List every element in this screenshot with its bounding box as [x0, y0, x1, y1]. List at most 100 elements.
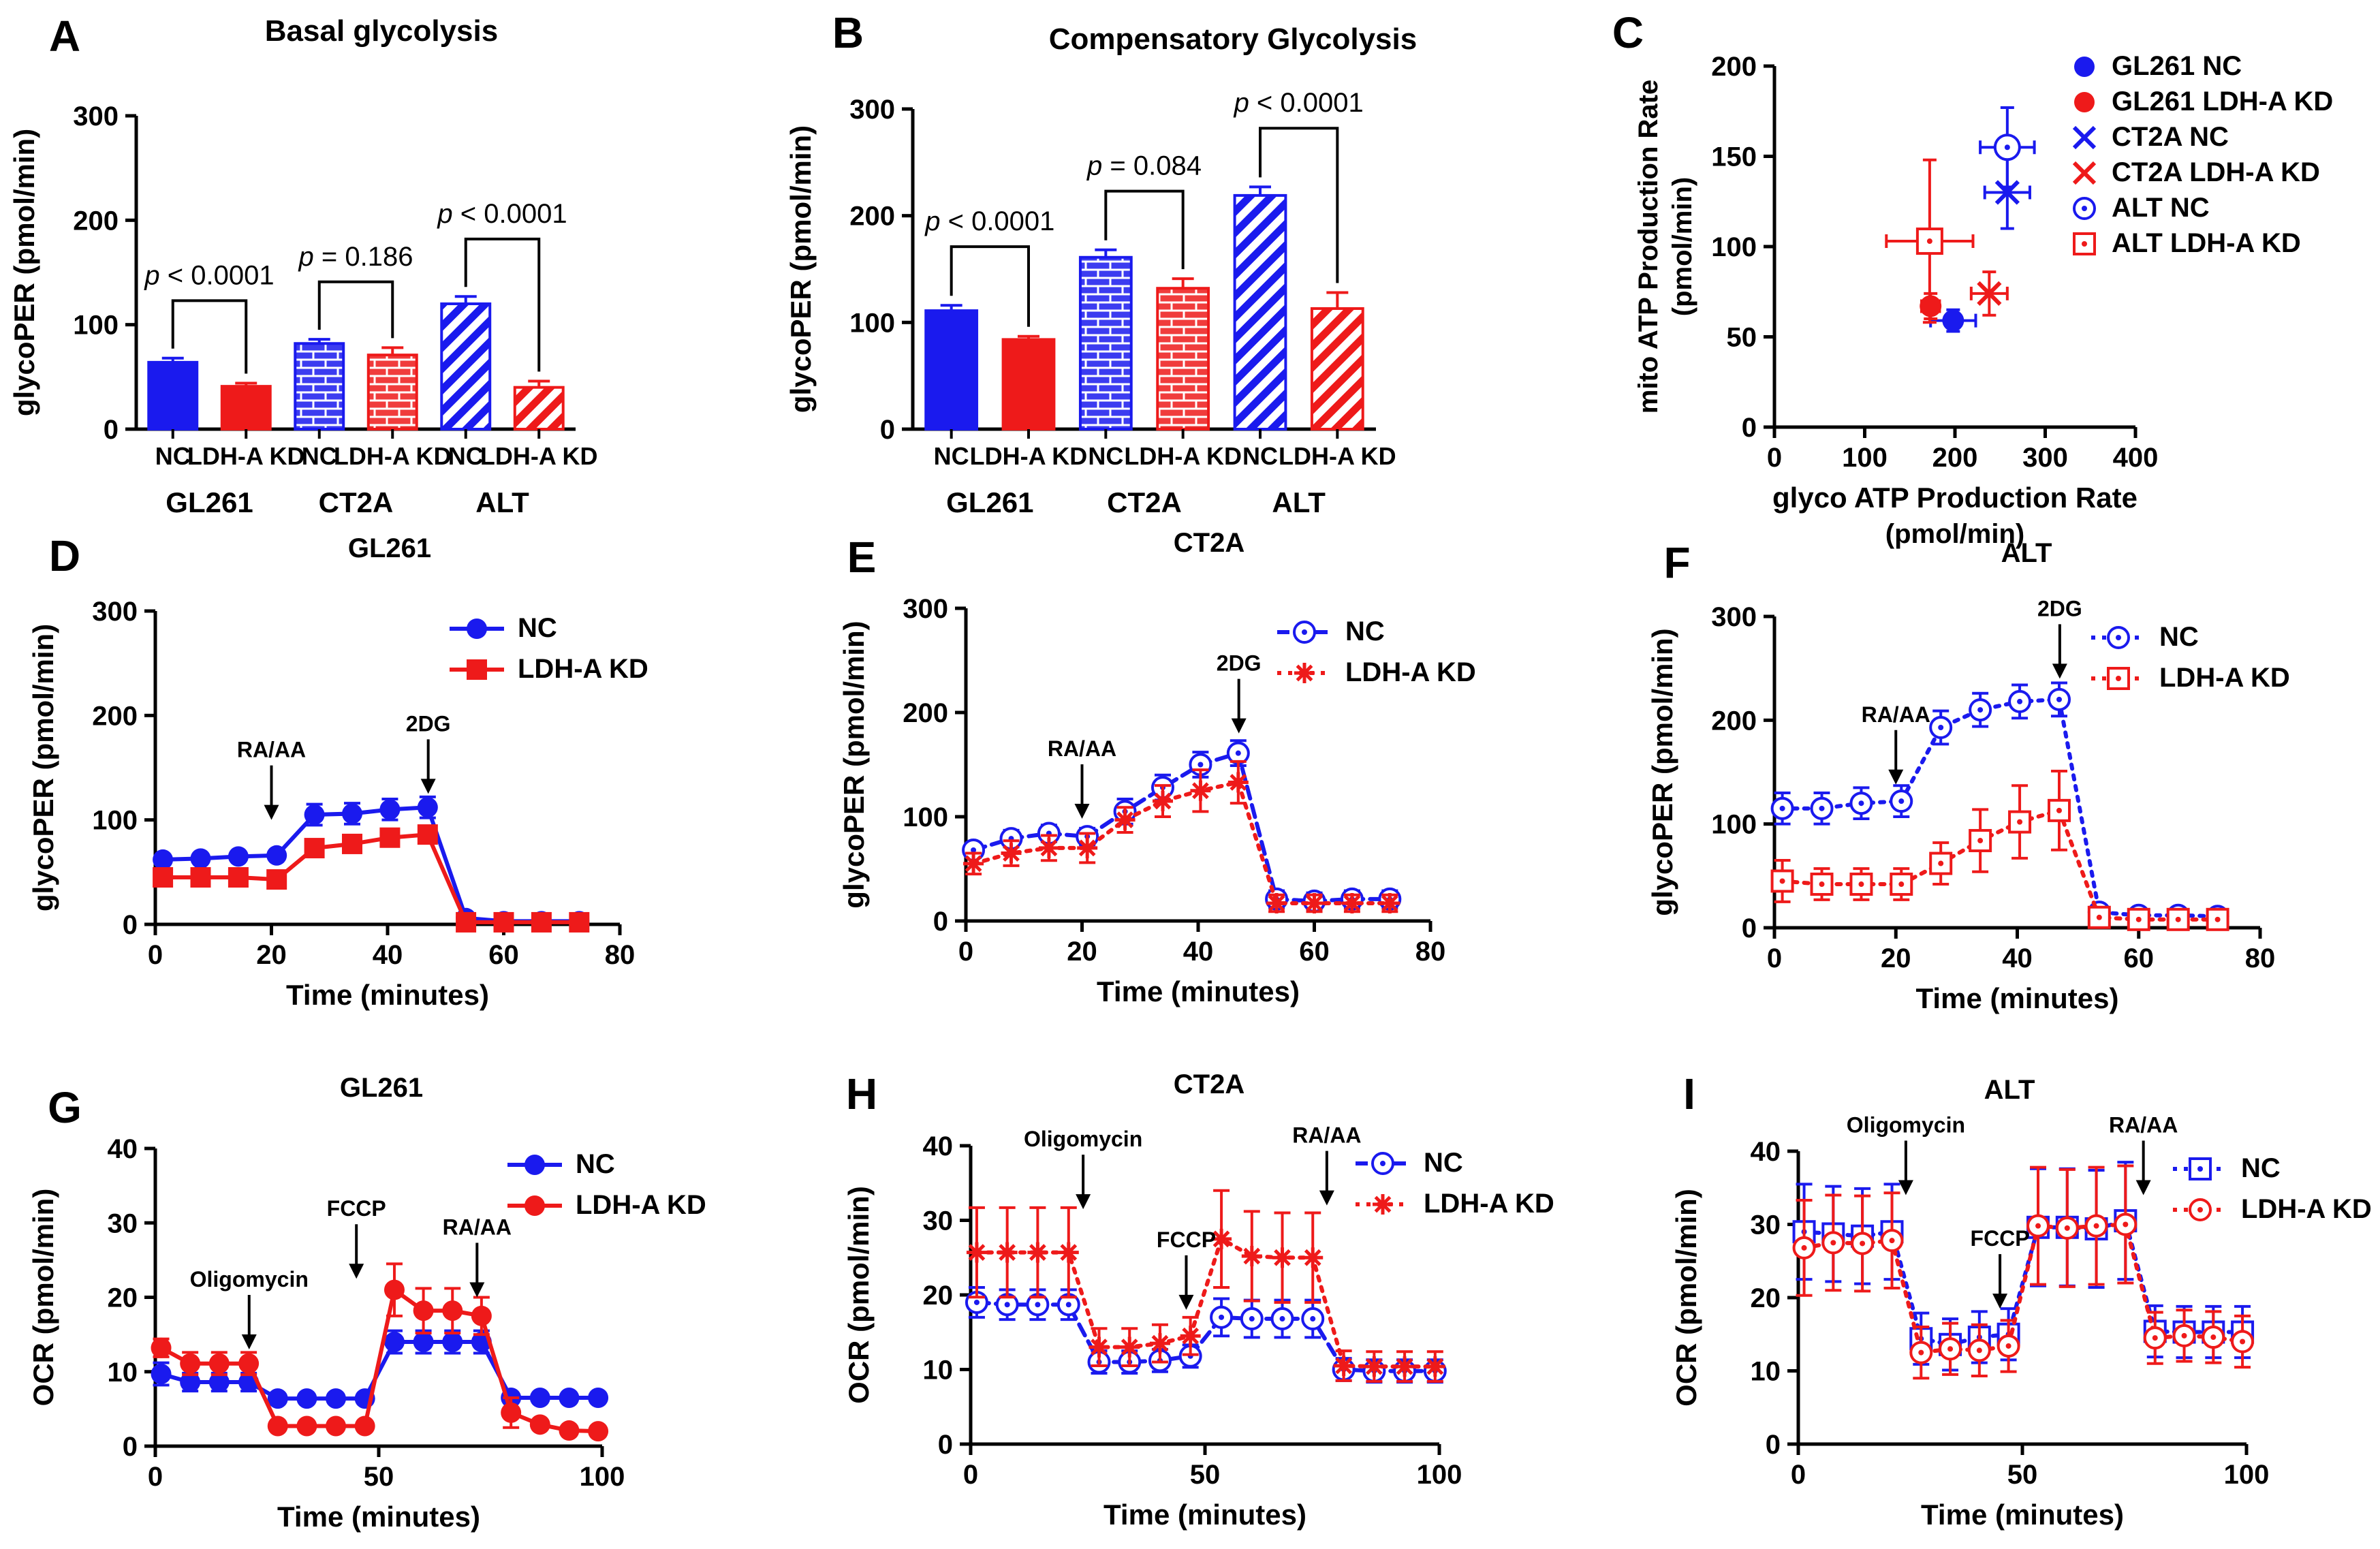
bar — [1233, 193, 1287, 431]
marker-center — [2175, 916, 2181, 922]
arrow-head — [2052, 663, 2067, 679]
y-axis-label: glycoPER (pmol/min) — [8, 129, 40, 416]
data-point — [2206, 907, 2229, 931]
marker-center — [1249, 1316, 1255, 1322]
data-point — [529, 1387, 550, 1408]
data-point — [2047, 798, 2071, 822]
data-point — [1994, 180, 2020, 205]
p-value-text: = 0.186 — [314, 242, 413, 272]
data-point — [1001, 843, 1022, 864]
p-value-label: p < 0.0001 — [437, 199, 567, 229]
x-axis-label-units: (pmol/min) — [1885, 519, 2024, 549]
marker-center — [1977, 838, 1984, 844]
marker-center — [1302, 629, 1307, 635]
data-point — [2114, 1212, 2138, 1236]
legend-label: LDH-A KD — [1424, 1189, 1554, 1219]
bar-error — [161, 356, 184, 362]
y-tick-label: 300 — [1711, 602, 1757, 632]
bar-error — [1172, 277, 1194, 289]
data-point — [1770, 869, 1794, 893]
legend-label: NC — [1345, 616, 1385, 646]
y-tick-label: 100 — [1711, 810, 1757, 840]
data-point — [1394, 1356, 1415, 1377]
legend-label: CT2A LDH-A KD — [2112, 157, 2320, 187]
data-point — [1180, 1326, 1201, 1347]
data-point — [2084, 1214, 2108, 1238]
data-point — [2008, 689, 2032, 713]
bar — [513, 386, 565, 431]
data-point — [1077, 837, 1098, 858]
data-point — [1770, 796, 1794, 820]
annotation-label: FCCP — [1971, 1226, 2030, 1251]
arrow-head — [1992, 1294, 2008, 1309]
panel-g-gl261-ocr: G GL261 0 10 20 30 40 OCR (pmol/min) 0 50 100 Time … — [27, 1073, 706, 1533]
arrow-head — [1888, 769, 1904, 785]
p-value-text: < 0.0001 — [1249, 88, 1364, 118]
data-point — [1272, 1247, 1293, 1268]
legend-marker — [1294, 663, 1315, 683]
x-tick-label: 0 — [1767, 443, 1782, 473]
marker-center — [1938, 860, 1944, 866]
data-point — [1089, 1336, 1110, 1358]
legend-label: LDH-A KD — [2159, 663, 2290, 693]
data-point — [2202, 1326, 2225, 1349]
data-point — [1379, 892, 1400, 913]
annotation-arrow — [2135, 1140, 2151, 1195]
panel-letter: B — [832, 8, 864, 57]
data-point — [1942, 309, 1964, 332]
data-point — [266, 845, 287, 866]
data-point — [151, 1364, 172, 1385]
annotation-arrow — [1076, 1155, 1091, 1210]
x-tick-label: 50 — [1190, 1460, 1221, 1490]
x-tick-label: 40 — [2002, 943, 2033, 973]
y-tick-label: 100 — [92, 806, 138, 836]
data-point — [2026, 1214, 2050, 1238]
marker-center — [2056, 696, 2062, 702]
y-tick-label: 300 — [92, 597, 138, 627]
data-point — [1270, 1307, 1294, 1331]
p-value-text: < 0.0001 — [453, 199, 567, 229]
y-axis-label: OCR (pmol/min) — [1670, 1189, 1702, 1407]
y-tick-label: 20 — [923, 1281, 954, 1311]
legend-label: CT2A NC — [2112, 122, 2229, 152]
annotation-label: Oligomycin — [1847, 1113, 1965, 1138]
x-tick-label: 20 — [256, 940, 287, 970]
data-point — [208, 1353, 230, 1374]
data-point — [379, 799, 401, 820]
data-point — [1909, 1341, 1933, 1364]
legend-marker — [2189, 1198, 2212, 1221]
x-tick-label: 100 — [580, 1462, 625, 1492]
y-tick-label: 100 — [73, 311, 119, 341]
significance-bracket — [1259, 127, 1339, 283]
x-tick-label: NC — [934, 442, 969, 470]
x-tick-label: NC — [1242, 442, 1278, 470]
data-point — [529, 1414, 550, 1435]
legend-label: LDH-A KD — [576, 1190, 706, 1220]
y-tick-label: 20 — [108, 1283, 138, 1313]
x-tick-label: 400 — [2113, 443, 2159, 473]
bar — [147, 360, 199, 431]
annotation-arrow — [1898, 1140, 1913, 1195]
x-tick-label: 80 — [1415, 937, 1446, 967]
chart-title: CT2A — [1174, 528, 1244, 558]
legend-label: NC — [518, 613, 557, 643]
marker-center — [1035, 1302, 1041, 1308]
annotation-arrow — [349, 1224, 364, 1279]
data-point — [442, 1332, 463, 1353]
chart-title: GL261 — [348, 533, 431, 563]
x-tick-label: NC — [448, 442, 484, 470]
y-axis-label: glycoPER (pmol/min) — [27, 624, 59, 911]
data-point — [2055, 1216, 2079, 1240]
p-symbol: p — [924, 206, 940, 236]
data-point — [559, 1387, 580, 1408]
marker-center — [2135, 916, 2142, 922]
arrow-head — [264, 804, 279, 820]
panel-letter: A — [49, 12, 80, 61]
marker-center — [2093, 1223, 2099, 1229]
arrow-head — [420, 779, 436, 794]
panel-h-ct2a-ocr: H CT2A 0 10 20 30 40 OCR (pmol/min) 0 50 100 Time (… — [843, 1069, 1554, 1531]
panel-e-ct2a-glycoper: E CT2A 0 100 200 300 glycoPER (pmol/min) 0 20 40 6… — [838, 528, 1476, 1007]
y-tick-label: 0 — [1742, 413, 1757, 443]
marker-center — [1858, 881, 1864, 888]
data-point — [588, 1387, 609, 1408]
